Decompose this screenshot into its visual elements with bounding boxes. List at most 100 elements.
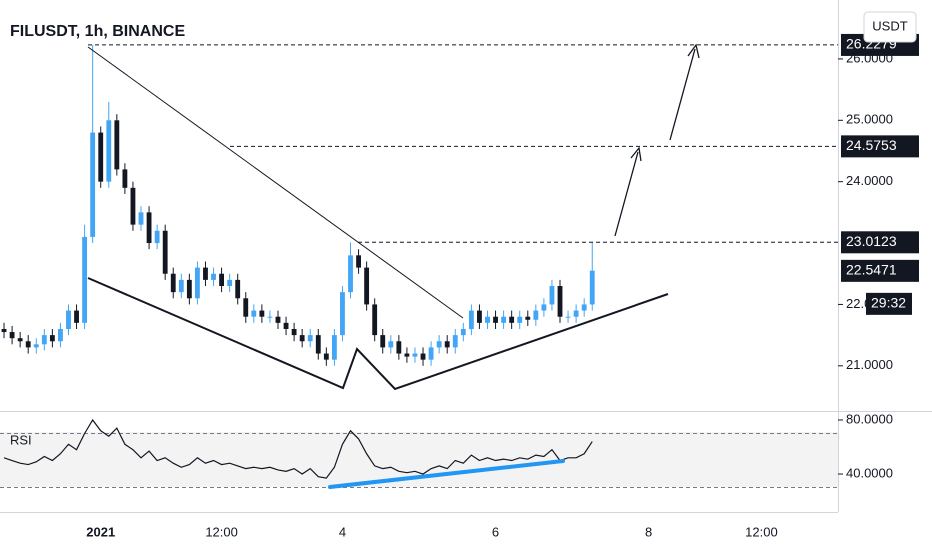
candle-body	[477, 310, 482, 323]
candle-body	[573, 310, 579, 317]
candle-body	[340, 292, 345, 336]
candle-body	[235, 279, 241, 299]
candle-body	[66, 310, 71, 329]
candle-body	[162, 230, 168, 274]
candle-body	[219, 273, 225, 287]
arrow	[669, 48, 696, 141]
x-tick-label: 12:00	[745, 524, 778, 539]
candle-body	[468, 310, 474, 329]
candle-body	[9, 332, 15, 339]
rsi-trend-line	[328, 459, 565, 489]
wedge-line	[87, 277, 669, 391]
candle-body	[501, 316, 507, 323]
candle-body	[90, 132, 96, 237]
candle-body	[17, 338, 23, 342]
candle-body	[194, 267, 200, 299]
price-level-box	[841, 231, 919, 254]
candle-body	[307, 335, 313, 342]
candle-body	[138, 212, 144, 225]
trend-line	[87, 46, 464, 319]
candle-body	[170, 273, 176, 293]
candle-body	[146, 212, 152, 244]
candle-body	[323, 353, 329, 360]
candle-body	[82, 236, 88, 323]
candle-body	[420, 353, 426, 360]
candle-body	[348, 255, 353, 293]
last-price-box	[841, 259, 919, 282]
currency-label[interactable]: USDT	[872, 18, 907, 33]
candle-body	[549, 286, 555, 305]
candle-body	[388, 341, 394, 348]
countdown-label: 29:32	[871, 295, 906, 311]
candle-body	[114, 120, 120, 170]
candle-body	[412, 353, 418, 357]
candle-body	[396, 341, 402, 354]
candle-body	[291, 328, 297, 336]
candle-body	[186, 279, 192, 299]
last-price-label: 22.5471	[846, 262, 897, 278]
arrow	[614, 151, 639, 237]
candle-body	[243, 298, 249, 317]
candle-body	[444, 341, 450, 348]
series: 26.000025.000024.000022.000021.000080.00…	[0, 44, 893, 539]
candle-body	[581, 304, 587, 311]
candle-body	[452, 335, 458, 348]
candle-body	[517, 316, 523, 323]
currency-button[interactable]	[863, 11, 917, 43]
chart-title: FILUSDT, 1h, BINANCE	[10, 23, 185, 40]
candle-body	[299, 335, 305, 342]
candle-body	[106, 120, 112, 182]
candle-body	[525, 316, 531, 320]
x-tick-label: 8	[645, 524, 652, 539]
y-tick-label: 24.0000	[846, 173, 893, 188]
candle-body	[259, 310, 265, 317]
rsi-line	[3, 418, 593, 479]
countdown-box	[866, 292, 912, 315]
candle-body	[404, 353, 410, 357]
candle-body	[98, 132, 104, 182]
candle-body	[565, 316, 571, 318]
candle-body	[533, 310, 539, 320]
candle-body	[493, 316, 498, 323]
candle-body	[460, 328, 466, 336]
candle-body	[315, 335, 321, 354]
candle-body	[275, 316, 281, 323]
candle-body	[178, 279, 184, 293]
x-tick-label: 2021	[86, 524, 115, 539]
candle-body	[589, 270, 595, 305]
candle-body	[211, 273, 216, 280]
candle-body	[74, 310, 79, 323]
candle-body	[372, 304, 378, 336]
candle-body	[380, 335, 386, 348]
candle-body	[541, 304, 547, 311]
candle-body	[364, 267, 370, 305]
x-tick-label: 4	[339, 524, 346, 539]
candle-body	[331, 335, 337, 360]
candle-body	[509, 316, 515, 323]
price-level-label: 24.5753	[846, 137, 897, 153]
candle-body	[557, 286, 563, 317]
candle-body	[267, 316, 273, 318]
candle-body	[485, 316, 490, 323]
arrow-head	[687, 43, 700, 59]
candle-body	[203, 267, 208, 280]
candle-body	[154, 230, 160, 244]
price-level-box	[841, 135, 919, 158]
y-tick-label: 21.0000	[846, 357, 893, 372]
candle-body	[1, 328, 7, 333]
candle-body	[436, 341, 442, 348]
candle-body	[283, 322, 289, 329]
rsi-tick-label: 40.0000	[846, 465, 893, 480]
y-tick-label: 25.0000	[846, 112, 893, 127]
candle-body	[122, 169, 128, 188]
candle-body	[25, 341, 31, 348]
candle-body	[251, 310, 257, 317]
candle-body	[356, 255, 361, 268]
candle-body	[428, 347, 434, 360]
candle-body	[49, 335, 55, 342]
candle-body	[58, 328, 63, 342]
candle-body	[33, 344, 39, 348]
x-tick-label: 6	[492, 524, 499, 539]
x-tick-label: 12:00	[205, 524, 238, 539]
